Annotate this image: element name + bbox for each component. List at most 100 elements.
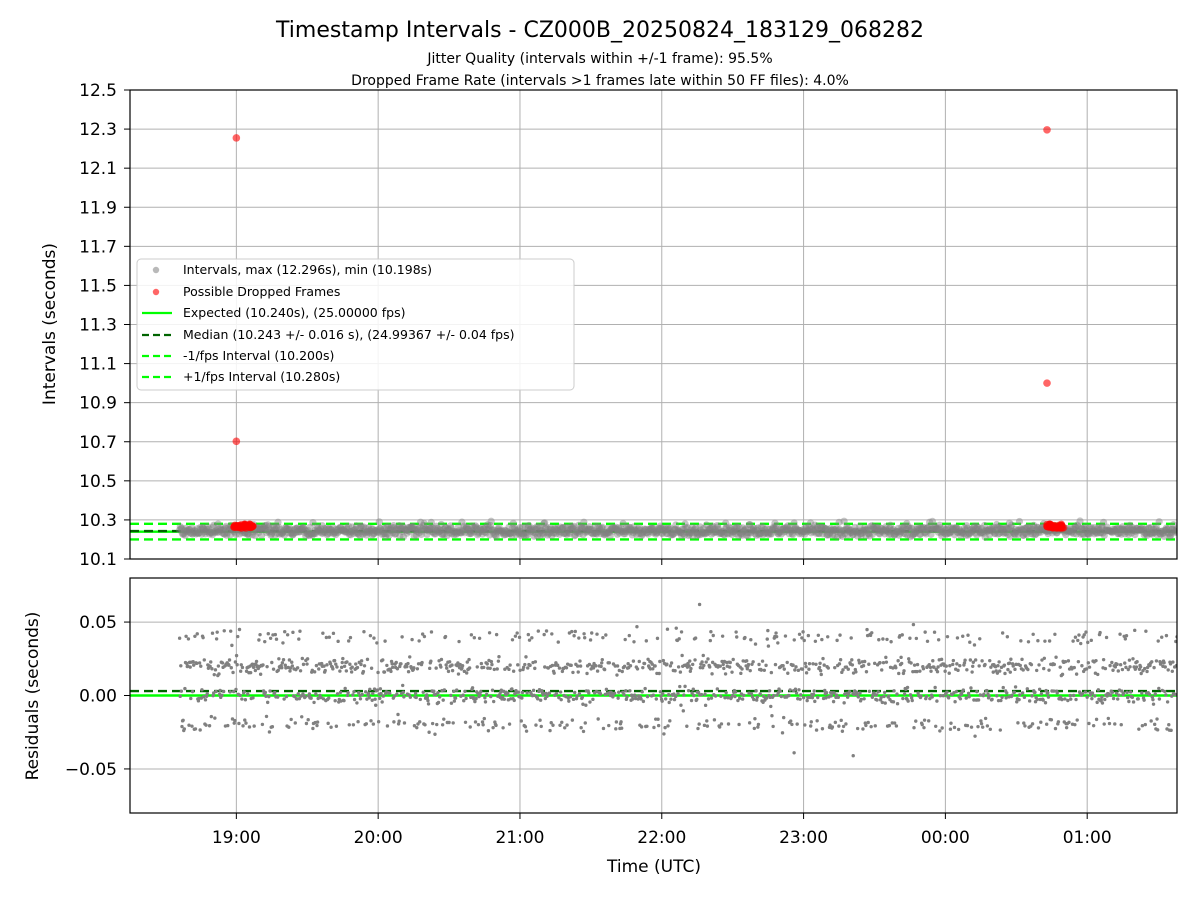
interval-point	[384, 525, 393, 534]
interval-point	[672, 526, 681, 534]
residual-point	[390, 662, 394, 666]
residual-point	[323, 668, 327, 673]
residual-point	[643, 686, 647, 691]
residual-point	[708, 638, 713, 643]
residual-point	[838, 633, 842, 637]
interval-point	[948, 527, 956, 536]
y-tick-label: 11.3	[79, 316, 117, 336]
interval-point	[338, 527, 346, 535]
interval-point	[362, 531, 371, 539]
interval-point	[638, 530, 646, 538]
residual-point	[1030, 694, 1034, 698]
residual-point	[680, 653, 684, 658]
interval-point	[424, 527, 433, 535]
interval-point	[1034, 523, 1042, 532]
interval-point	[999, 525, 1007, 533]
interval-point	[491, 526, 499, 534]
residual-point	[1125, 690, 1129, 695]
residual-point	[985, 724, 990, 728]
interval-point	[302, 532, 310, 540]
residual-point	[468, 725, 472, 729]
interval-point	[809, 524, 817, 533]
residual-point	[709, 629, 713, 634]
interval-point	[193, 525, 202, 533]
residual-point	[408, 655, 412, 659]
interval-point	[594, 522, 602, 531]
y-tick-label: 11.9	[79, 198, 117, 218]
interval-point	[992, 526, 1000, 534]
residual-point	[1103, 666, 1108, 671]
residual-point	[879, 695, 883, 700]
interval-point	[357, 522, 365, 530]
interval-point	[914, 527, 922, 535]
interval-point	[1071, 523, 1079, 531]
interval-point	[779, 525, 787, 533]
residual-point	[885, 637, 889, 642]
residual-point	[491, 699, 496, 704]
residual-point	[1145, 669, 1149, 674]
residual-point	[985, 688, 989, 693]
interval-point	[210, 521, 218, 529]
interval-point	[653, 528, 661, 536]
interval-point	[214, 520, 222, 528]
residual-point	[989, 665, 993, 669]
residual-point	[511, 669, 516, 673]
residual-point	[397, 719, 401, 723]
residual-point	[737, 696, 742, 700]
interval-point	[836, 529, 845, 537]
residual-point	[779, 694, 784, 699]
residual-point	[426, 698, 430, 703]
residual-point	[637, 659, 641, 664]
residual-point	[1147, 692, 1152, 696]
residual-point	[338, 690, 343, 695]
residual-point	[217, 672, 221, 676]
interval-point	[561, 523, 569, 531]
interval-point	[331, 529, 339, 537]
residual-point	[552, 671, 556, 675]
residual-point	[1127, 658, 1132, 662]
interval-point	[506, 529, 514, 538]
interval-point	[603, 529, 611, 537]
interval-point	[641, 526, 649, 534]
interval-point	[445, 525, 453, 534]
residual-point	[215, 630, 219, 634]
interval-point	[961, 526, 969, 534]
interval-point	[1077, 524, 1086, 532]
interval-point	[186, 525, 194, 534]
interval-point	[498, 527, 506, 535]
residual-point	[1020, 691, 1025, 695]
residual-point	[1030, 722, 1035, 726]
residual-point	[1084, 667, 1089, 671]
residual-point	[728, 660, 732, 665]
interval-point	[797, 528, 805, 536]
residual-point	[515, 631, 519, 635]
interval-point	[290, 526, 299, 534]
interval-point	[571, 531, 579, 539]
residual-point	[430, 721, 435, 726]
residual-point	[487, 631, 492, 635]
residual-point	[373, 697, 377, 701]
residual-point	[669, 661, 674, 665]
interval-point	[439, 530, 447, 539]
interval-point	[334, 528, 342, 537]
residual-point	[179, 689, 184, 693]
residual-point	[439, 665, 443, 669]
interval-point	[434, 524, 442, 533]
interval-point	[528, 526, 537, 534]
interval-point	[1137, 524, 1145, 533]
interval-point	[686, 528, 694, 537]
interval-point	[622, 528, 630, 536]
residual-point	[1064, 725, 1069, 730]
interval-point	[372, 527, 380, 535]
residual-point	[946, 696, 951, 700]
residual-point	[678, 684, 682, 689]
interval-point	[518, 523, 527, 531]
residual-point	[844, 722, 848, 726]
interval-point	[963, 522, 971, 530]
residual-point	[1063, 659, 1068, 664]
residual-point	[697, 722, 701, 726]
residual-point	[902, 669, 906, 673]
interval-point	[1072, 523, 1080, 531]
interval-point	[223, 531, 231, 539]
interval-point	[625, 523, 633, 531]
